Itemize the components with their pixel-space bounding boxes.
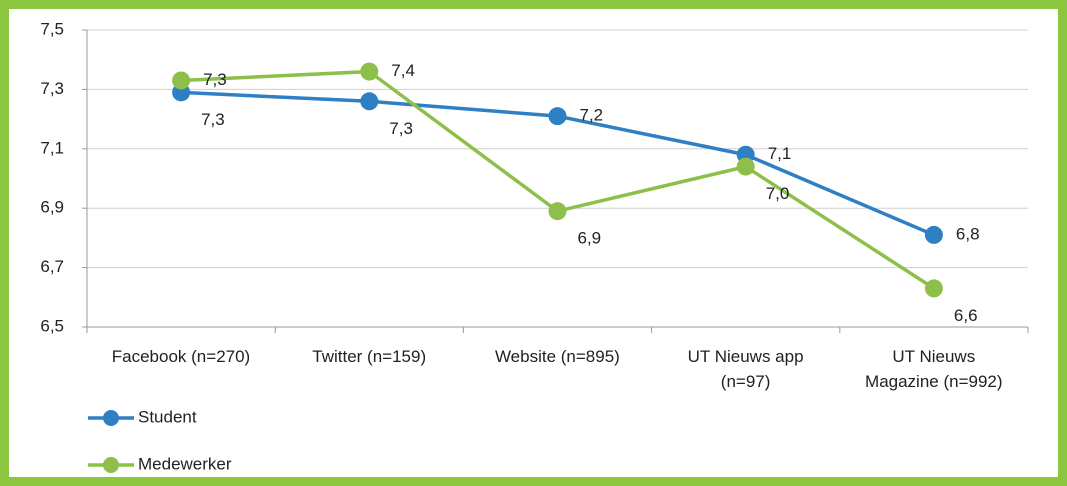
series-line bbox=[181, 69, 935, 290]
y-tick-label: 6,9 bbox=[40, 198, 64, 217]
data-label: 6,9 bbox=[578, 229, 602, 248]
y-tick-label: 7,3 bbox=[40, 79, 64, 98]
data-point bbox=[360, 62, 379, 81]
x-tick-label: Twitter (n=159) bbox=[312, 347, 427, 366]
y-tick-label: 6,7 bbox=[40, 257, 64, 276]
data-point bbox=[548, 202, 567, 221]
data-label: 7,4 bbox=[391, 61, 415, 80]
legend-marker bbox=[103, 410, 119, 426]
legend-label: Medewerker bbox=[138, 454, 232, 473]
data-label: 7,2 bbox=[580, 106, 604, 125]
data-label: 7,3 bbox=[389, 119, 413, 138]
y-tick-label: 6,5 bbox=[40, 316, 64, 335]
data-label: 6,6 bbox=[954, 306, 978, 325]
legend-label: Student bbox=[138, 407, 197, 426]
data-point bbox=[360, 92, 379, 111]
y-tick-label: 7,5 bbox=[40, 19, 64, 38]
data-label: 7,0 bbox=[766, 184, 790, 203]
y-tick-label: 7,1 bbox=[40, 138, 64, 157]
data-label: 7,3 bbox=[203, 70, 227, 89]
x-tick-label: Website (n=895) bbox=[494, 347, 620, 366]
x-tick-label: UT Nieuws Magazine (n=992) bbox=[865, 347, 1003, 391]
data-label: 7,3 bbox=[201, 110, 225, 129]
data-point bbox=[548, 107, 567, 126]
data-point bbox=[924, 279, 943, 298]
x-tick-label: UT Nieuws app (n=97) bbox=[687, 347, 804, 391]
data-label: 6,8 bbox=[956, 224, 980, 243]
data-point bbox=[736, 157, 755, 176]
x-tick-label: Facebook (n=270) bbox=[111, 347, 251, 366]
legend-marker bbox=[103, 457, 119, 473]
data-point bbox=[172, 71, 191, 90]
data-point bbox=[924, 225, 943, 244]
data-label: 7,1 bbox=[768, 144, 792, 163]
